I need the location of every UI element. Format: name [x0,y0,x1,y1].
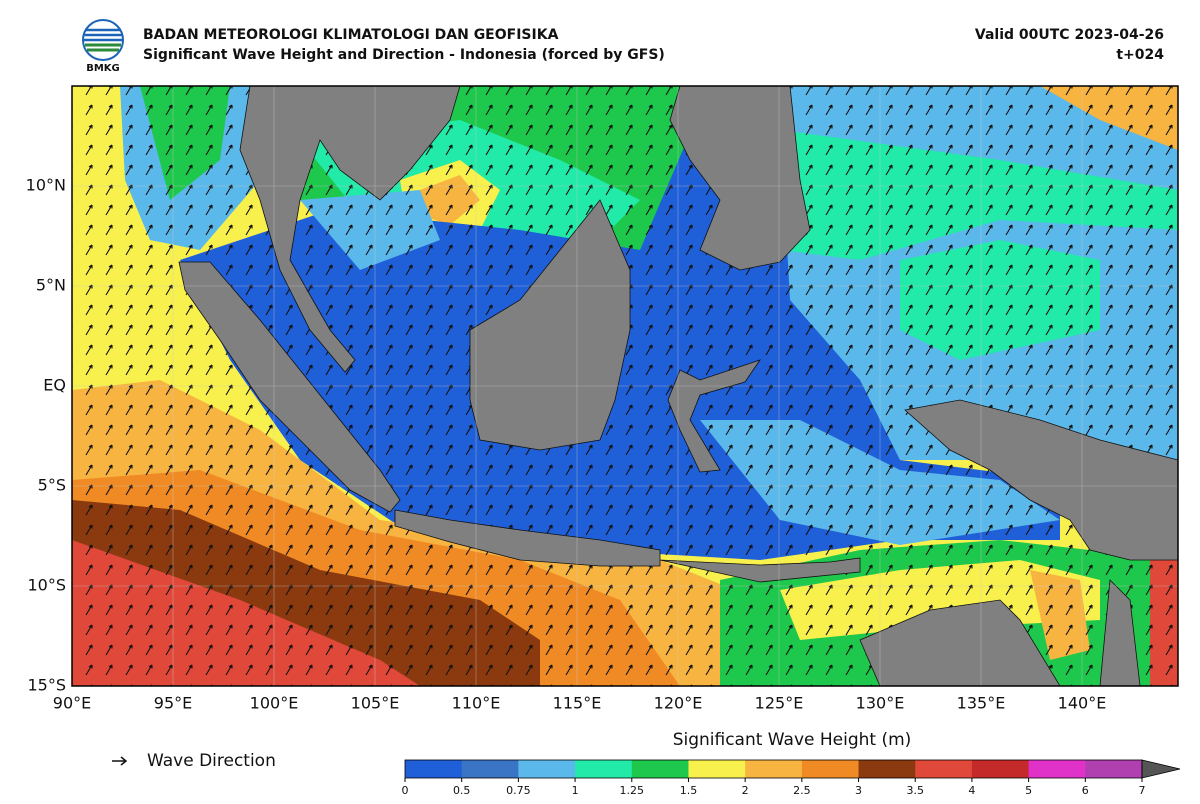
colorbar-tick-label: 3.5 [906,784,924,797]
colorbar-tick-label: 0.5 [453,784,471,797]
lat-label: 15°S [27,676,66,695]
colorbar-bin [971,760,1030,778]
lon-label: 90°E [53,694,91,713]
lat-label: 10°N [26,176,66,195]
logo: BMKG [82,19,124,74]
colorbar-tick-label: 7 [1139,784,1146,797]
logo-text: BMKG [86,63,120,74]
colorbar-bin [518,760,576,778]
arrow-legend: Wave Direction [147,751,276,771]
colorbar-bin [688,760,746,778]
arrow-symbol [112,756,128,766]
lon-label: 110°E [452,694,501,713]
agency: BADAN METEOROLOGI KLIMATOLOGI DAN GEOFIS… [143,27,559,43]
colorbar-tick-label: 6 [1082,784,1089,797]
lon-label: 95°E [154,694,192,713]
colorbar-bin [915,760,973,778]
colorbar-tick-label: 4 [968,784,975,797]
colorbar-tick-label: 3 [855,784,862,797]
lon-label: 125°E [755,694,804,713]
lat-label: EQ [43,376,66,395]
lat-label: 10°S [27,576,66,595]
colorbar-tick-label: 1 [572,784,579,797]
colorbar-tick-label: 1.5 [680,784,698,797]
lon-label: 140°E [1058,694,1107,713]
colorbar-tick-label: 2.5 [793,784,811,797]
valid-time: Valid 00UTC 2023-04-26 [975,27,1164,43]
lon-label: 115°E [553,694,602,713]
colorbar-bin [858,760,916,778]
colorbar-frame [404,759,1143,779]
colorbar-bin [1028,760,1086,778]
grid: 90°E 95°E 100°E 105°E 110°E 115°E 120°E 125°E 13… [26,86,1178,713]
colorbar-tick-label: 5 [1025,784,1032,797]
colorbar-bin [631,760,689,778]
lon-label: 105°E [351,694,400,713]
colorbar-title: Significant Wave Height (m) [673,730,912,750]
colorbar-bin [461,760,519,778]
lon-label: 130°E [856,694,905,713]
colorbar-tick-label: 2 [742,784,749,797]
colorbar-bin [745,760,803,778]
colorbar-tick-label: 0.75 [506,784,531,797]
colorbar: 0 0.5 0.75 1 1.25 1.5 2 2.5 3 3.5 4 5 6 7 [402,759,1181,797]
colorbar-bin [405,760,463,778]
lat-label: 5°N [36,276,66,295]
colorbar-extend [1141,759,1181,779]
lon-label: 120°E [654,694,703,713]
map-title: Significant Wave Height and Direction - … [143,47,665,63]
colorbar-bin [575,760,633,778]
colorbar-tick-label: 0 [402,784,409,797]
lon-label: 135°E [957,694,1006,713]
lon-label: 100°E [250,694,299,713]
colorbar-bin [801,760,860,778]
lat-label: 5°S [38,476,66,495]
forecast-step: t+024 [1116,47,1164,63]
colorbar-bin [1085,760,1143,778]
colorbar-tick-label: 1.25 [620,784,645,797]
map-frame [71,85,1179,687]
